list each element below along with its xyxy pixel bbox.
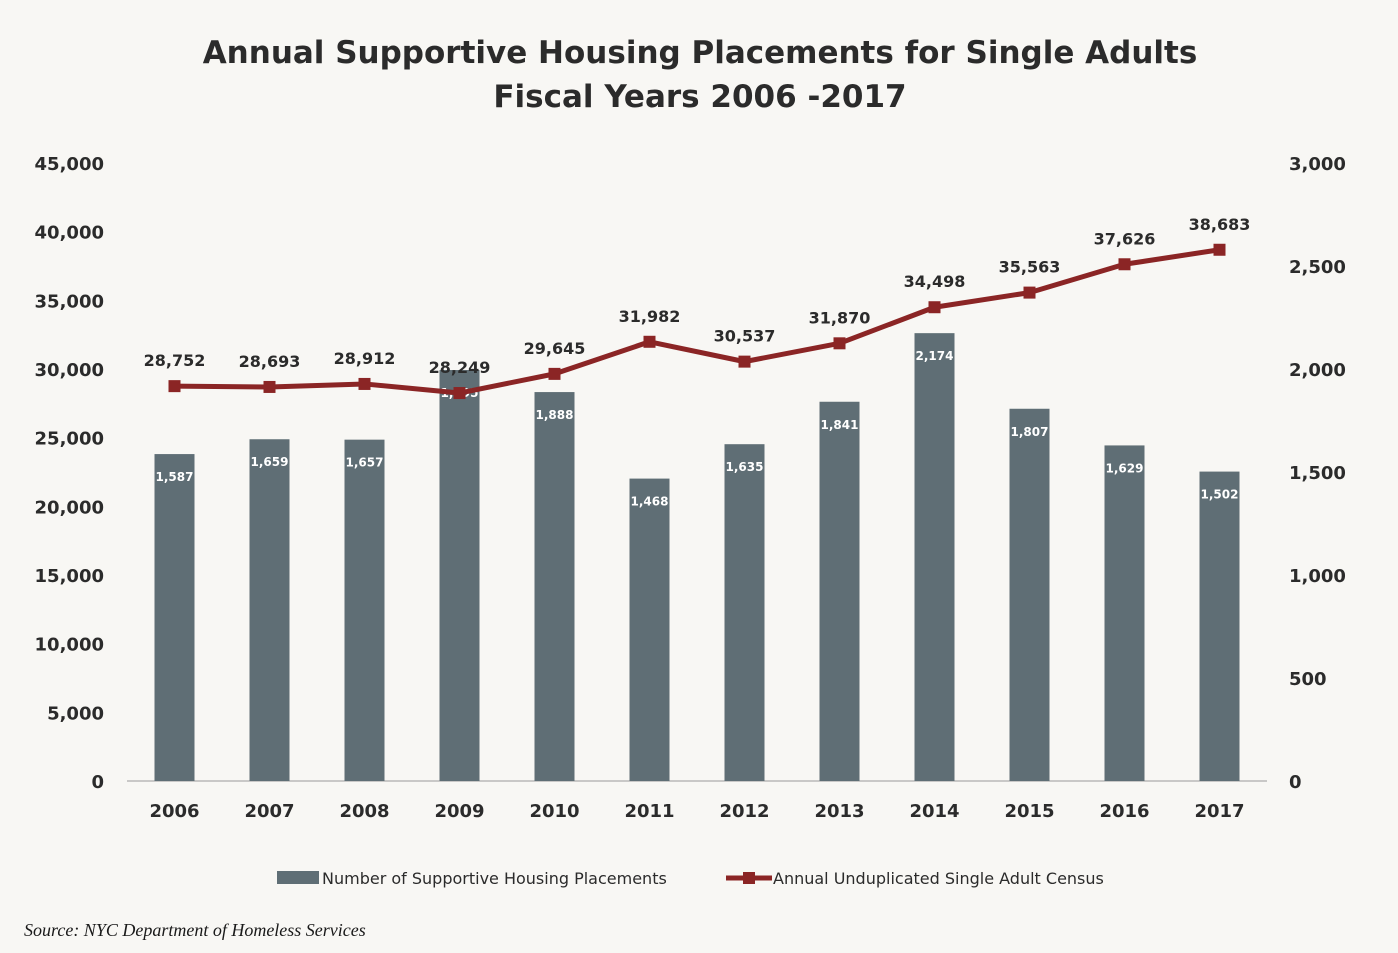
- line-label: 28,752: [144, 351, 206, 370]
- right-axis-tick: 2,500: [1289, 257, 1346, 278]
- line-marker: [928, 301, 941, 314]
- line-marker: [833, 337, 846, 350]
- legend-marker-line: [743, 872, 755, 884]
- bar: [249, 439, 290, 781]
- line-label: 31,870: [809, 308, 871, 327]
- legend: Number of Supportive Housing Placements …: [277, 869, 1104, 888]
- bar: [534, 392, 575, 781]
- x-axis-tick: 2011: [624, 801, 674, 822]
- line-label: 28,693: [239, 352, 301, 371]
- left-axis-tick: 40,000: [35, 223, 104, 244]
- x-axis-tick: 2007: [244, 801, 294, 822]
- line-marker: [548, 367, 561, 380]
- bar-label: 1,587: [156, 470, 194, 484]
- bar-label: 1,657: [346, 456, 384, 470]
- line-marker: [358, 377, 371, 390]
- bar-label: 1,841: [821, 418, 859, 432]
- legend-label-bars: Number of Supportive Housing Placements: [322, 869, 667, 888]
- line-label: 34,498: [904, 272, 966, 291]
- legend-swatch-bars: [277, 871, 319, 884]
- line-marker: [1023, 286, 1036, 299]
- bar: [724, 444, 765, 781]
- line-marker: [1118, 258, 1131, 271]
- bar: [154, 454, 195, 781]
- right-axis-tick: 0: [1289, 772, 1302, 793]
- right-axis-tick: 1,500: [1289, 463, 1346, 484]
- bar-label: 1,629: [1106, 461, 1144, 475]
- line-label: 28,249: [429, 358, 491, 377]
- left-axis-tick: 15,000: [35, 566, 104, 587]
- left-axis-tick: 10,000: [35, 635, 104, 656]
- x-axis-tick: 2008: [339, 801, 389, 822]
- line-label: 38,683: [1189, 215, 1251, 234]
- bar: [1104, 445, 1145, 781]
- x-axis-tick: 2017: [1194, 801, 1244, 822]
- line-label: 30,537: [714, 327, 776, 346]
- census-line: [174, 247, 1220, 396]
- left-axis-tick: 30,000: [35, 360, 104, 381]
- x-axis-tick: 2014: [909, 801, 959, 822]
- right-axis-tick: 2,000: [1289, 360, 1346, 381]
- line-marker: [453, 387, 466, 400]
- line-label: 28,912: [334, 349, 396, 368]
- bar: [344, 439, 385, 781]
- legend-label-line: Annual Unduplicated Single Adult Census: [773, 869, 1104, 888]
- x-axis-tick: 2012: [719, 801, 769, 822]
- left-axis-tick: 45,000: [35, 154, 104, 175]
- bar: [629, 478, 670, 781]
- chart-subtitle: Fiscal Years 2006 -2017: [493, 79, 906, 115]
- line-label: 29,645: [524, 339, 586, 358]
- bar: [914, 333, 955, 781]
- left-axis-tick: 35,000: [35, 291, 104, 312]
- line-marker: [738, 355, 751, 368]
- line-marker: [263, 380, 276, 393]
- line-label: 37,626: [1094, 229, 1156, 248]
- bar: [439, 370, 480, 781]
- bar-label: 1,502: [1201, 488, 1239, 502]
- line-marker: [168, 380, 181, 393]
- x-axis-tick: 2009: [434, 801, 484, 822]
- right-axis-tick: 500: [1289, 669, 1327, 690]
- line-marker: [1213, 243, 1226, 256]
- bar-label: 1,659: [251, 455, 289, 469]
- left-axis-tick: 0: [91, 772, 104, 793]
- x-axis-tick: 2016: [1099, 801, 1149, 822]
- line-label: 31,982: [619, 307, 681, 326]
- bar-label: 1,635: [726, 460, 764, 474]
- line-marker: [643, 335, 656, 348]
- x-axis-tick: 2010: [529, 801, 579, 822]
- bar: [1199, 471, 1240, 781]
- bar-label: 1,468: [631, 495, 669, 509]
- right-axis-tick: 1,000: [1289, 566, 1346, 587]
- source-note: Source: NYC Department of Homeless Servi…: [24, 920, 366, 940]
- bar-label: 2,174: [916, 349, 954, 363]
- left-axis-tick: 20,000: [35, 497, 104, 518]
- bar-label: 1,888: [536, 408, 574, 422]
- right-axis-tick: 3,000: [1289, 154, 1346, 175]
- left-axis-tick: 25,000: [35, 429, 104, 450]
- bar: [819, 401, 860, 781]
- chart-title: Annual Supportive Housing Placements for…: [203, 35, 1198, 71]
- left-axis-tick: 5,000: [47, 703, 104, 724]
- x-axis-tick: 2006: [149, 801, 199, 822]
- bar-label: 1,807: [1011, 425, 1049, 439]
- x-axis-tick: 2013: [814, 801, 864, 822]
- x-axis-tick: 2015: [1004, 801, 1054, 822]
- line-label: 35,563: [999, 258, 1061, 277]
- bar: [1009, 408, 1050, 781]
